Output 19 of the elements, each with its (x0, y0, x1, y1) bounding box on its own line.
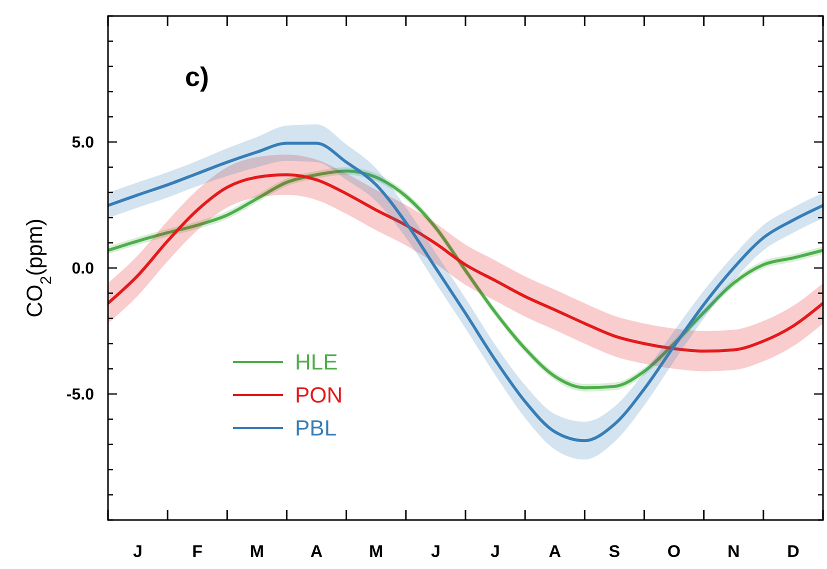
y-tick-label: -5.0 (66, 386, 94, 404)
x-tick-label: A (310, 542, 323, 561)
x-tick-label: J (490, 542, 500, 561)
x-tick-label: N (727, 542, 740, 561)
annotation: c) (185, 62, 210, 92)
x-tick-label: O (667, 542, 681, 561)
x-tick-label: M (369, 542, 384, 561)
legend-label: PON (295, 382, 343, 408)
y-tick-label: 0.0 (72, 260, 94, 278)
x-tick-label: S (608, 542, 620, 561)
legend-label: PBL (295, 416, 337, 441)
x-tick-label: J (430, 542, 440, 561)
x-tick-label: F (192, 542, 203, 561)
x-tick-label: J (133, 542, 143, 561)
x-tick-label: A (548, 542, 562, 561)
y-tick-label: 5.0 (72, 134, 94, 152)
x-tick-label: M (250, 542, 264, 561)
x-tick-label: D (787, 542, 800, 561)
legend-label: HLE (295, 350, 338, 375)
